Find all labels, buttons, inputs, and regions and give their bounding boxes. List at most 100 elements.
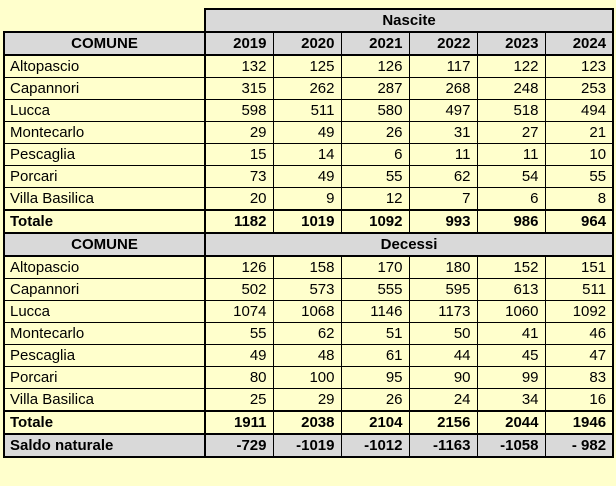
section-title-nascite: Nascite bbox=[203, 8, 615, 33]
value-cell: 62 bbox=[408, 165, 478, 188]
total-value: 2156 bbox=[408, 410, 478, 435]
total-label: Totale bbox=[3, 209, 206, 234]
comune-name: Porcari bbox=[3, 165, 206, 188]
comune-name: Montecarlo bbox=[3, 322, 206, 345]
value-cell: 95 bbox=[340, 366, 410, 389]
value-cell: 11 bbox=[408, 143, 478, 166]
value-cell: 49 bbox=[272, 121, 342, 144]
births-deaths-table: Nascite COMUNE 2019 2020 2021 2022 2023 2024 Alt… bbox=[3, 8, 615, 458]
comune-name: Pescaglia bbox=[3, 344, 206, 367]
value-cell: 9 bbox=[272, 187, 342, 211]
total-row: Totale 1182 1019 1092 993 986 964 bbox=[3, 209, 615, 234]
table-row: Lucca 1074 1068 1146 1173 1060 1092 bbox=[3, 300, 615, 323]
value-cell: 90 bbox=[408, 366, 478, 389]
total-value: 2038 bbox=[272, 410, 342, 435]
total-value: 993 bbox=[408, 209, 478, 234]
saldo-value: -1163 bbox=[408, 433, 478, 458]
saldo-value: -1058 bbox=[476, 433, 546, 458]
value-cell: 595 bbox=[408, 278, 478, 301]
total-value: 1182 bbox=[204, 209, 274, 234]
table-row: Montecarlo 55 62 51 50 41 46 bbox=[3, 322, 615, 345]
year-header: 2021 bbox=[340, 31, 410, 56]
saldo-value: -1019 bbox=[272, 433, 342, 458]
section-title-decessi: Decessi bbox=[203, 232, 615, 257]
value-cell: 10 bbox=[544, 143, 615, 166]
saldo-value: - 982 bbox=[544, 433, 615, 458]
value-cell: 125 bbox=[272, 54, 342, 78]
year-header: 2022 bbox=[408, 31, 478, 56]
comune-name: Capannori bbox=[3, 278, 206, 301]
value-cell: 55 bbox=[204, 322, 274, 345]
value-cell: 262 bbox=[272, 77, 342, 100]
value-cell: 21 bbox=[544, 121, 615, 144]
saldo-value: -729 bbox=[204, 433, 274, 458]
total-value: 964 bbox=[544, 209, 615, 234]
comune-name: Capannori bbox=[3, 77, 206, 100]
comune-name: Villa Basilica bbox=[3, 187, 206, 211]
value-cell: 12 bbox=[340, 187, 410, 211]
value-cell: 16 bbox=[544, 388, 615, 412]
table-row: Altopascio 126 158 170 180 152 151 bbox=[3, 255, 615, 279]
value-cell: 44 bbox=[408, 344, 478, 367]
value-cell: 83 bbox=[544, 366, 615, 389]
total-value: 1019 bbox=[272, 209, 342, 234]
value-cell: 15 bbox=[204, 143, 274, 166]
saldo-label: Saldo naturale bbox=[3, 433, 206, 458]
table-row: Pescaglia 15 14 6 11 11 10 bbox=[3, 143, 615, 166]
value-cell: 573 bbox=[272, 278, 342, 301]
value-cell: 253 bbox=[544, 77, 615, 100]
value-cell: 151 bbox=[544, 255, 615, 279]
comune-name: Lucca bbox=[3, 99, 206, 122]
value-cell: 180 bbox=[408, 255, 478, 279]
value-cell: 511 bbox=[544, 278, 615, 301]
value-cell: 580 bbox=[340, 99, 410, 122]
table-row: Capannori 502 573 555 595 613 511 bbox=[3, 278, 615, 301]
value-cell: 268 bbox=[408, 77, 478, 100]
value-cell: 1092 bbox=[544, 300, 615, 323]
value-cell: 613 bbox=[476, 278, 546, 301]
value-cell: 55 bbox=[544, 165, 615, 188]
year-header: 2019 bbox=[204, 31, 274, 56]
comune-name: Montecarlo bbox=[3, 121, 206, 144]
value-cell: 31 bbox=[408, 121, 478, 144]
value-cell: 26 bbox=[340, 388, 410, 412]
value-cell: 49 bbox=[272, 165, 342, 188]
value-cell: 6 bbox=[476, 187, 546, 211]
section-title-row: Nascite bbox=[4, 8, 615, 33]
value-cell: 555 bbox=[340, 278, 410, 301]
value-cell: 61 bbox=[340, 344, 410, 367]
value-cell: 126 bbox=[340, 54, 410, 78]
column-header-row: COMUNE 2019 2020 2021 2022 2023 2024 bbox=[3, 31, 615, 56]
value-cell: 123 bbox=[544, 54, 615, 78]
comune-header: COMUNE bbox=[3, 31, 206, 56]
value-cell: 100 bbox=[272, 366, 342, 389]
comune-name: Villa Basilica bbox=[3, 388, 206, 412]
comune-name: Lucca bbox=[3, 300, 206, 323]
comune-name: Altopascio bbox=[3, 54, 206, 78]
value-cell: 41 bbox=[476, 322, 546, 345]
total-row: Totale 1911 2038 2104 2156 2044 1946 bbox=[3, 410, 615, 435]
table-row: Capannori 315 262 287 268 248 253 bbox=[3, 77, 615, 100]
value-cell: 152 bbox=[476, 255, 546, 279]
value-cell: 25 bbox=[204, 388, 274, 412]
value-cell: 170 bbox=[340, 255, 410, 279]
value-cell: 117 bbox=[408, 54, 478, 78]
page: Nascite COMUNE 2019 2020 2021 2022 2023 2024 Alt… bbox=[3, 8, 615, 458]
value-cell: 122 bbox=[476, 54, 546, 78]
table-row: Lucca 598 511 580 497 518 494 bbox=[3, 99, 615, 122]
section-title-row: COMUNE Decessi bbox=[3, 232, 615, 257]
value-cell: 34 bbox=[476, 388, 546, 412]
table-row: Villa Basilica 25 29 26 24 34 16 bbox=[3, 388, 615, 412]
year-header: 2024 bbox=[544, 31, 615, 56]
value-cell: 502 bbox=[204, 278, 274, 301]
value-cell: 26 bbox=[340, 121, 410, 144]
value-cell: 248 bbox=[476, 77, 546, 100]
value-cell: 518 bbox=[476, 99, 546, 122]
value-cell: 48 bbox=[272, 344, 342, 367]
value-cell: 62 bbox=[272, 322, 342, 345]
year-header: 2023 bbox=[476, 31, 546, 56]
table-row: Porcari 73 49 55 62 54 55 bbox=[3, 165, 615, 188]
value-cell: 73 bbox=[204, 165, 274, 188]
comune-name: Altopascio bbox=[3, 255, 206, 279]
table-row: Pescaglia 49 48 61 44 45 47 bbox=[3, 344, 615, 367]
